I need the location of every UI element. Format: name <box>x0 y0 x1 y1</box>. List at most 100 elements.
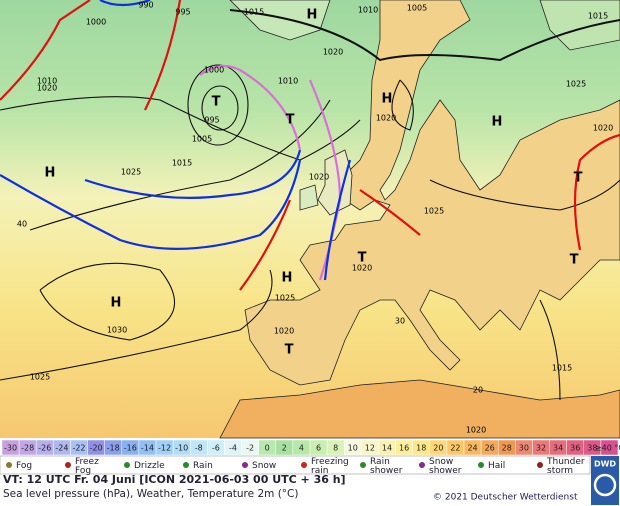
scale-label: -16 <box>124 444 137 453</box>
valid-time: VT: 12 UTC Fr. 04 Juni [ICON 2021-06-03 … <box>3 473 346 486</box>
pressure-center: H <box>307 8 318 23</box>
scale-label: 34 <box>553 444 563 453</box>
isobar-label: 20 <box>473 386 483 395</box>
isobar-label: 995 <box>175 8 190 17</box>
legend-label: Drizzle <box>134 461 165 471</box>
scale-label: 4 <box>299 444 304 453</box>
scale-label: -6 <box>212 444 220 453</box>
isobar-label: 995 <box>204 116 219 125</box>
scale-label: 22 <box>450 444 460 453</box>
scale-label: 26 <box>485 444 495 453</box>
isobar-label: 1025 <box>30 373 50 382</box>
copyright: © 2021 Deutscher Wetterdienst <box>433 493 578 503</box>
legend-bg <box>0 455 591 475</box>
isobar-label: 1030 <box>107 326 127 335</box>
legend-symbol <box>183 462 189 468</box>
legend-symbol <box>537 462 543 468</box>
pressure-center: T <box>574 171 583 186</box>
scale-label: -8 <box>195 444 203 453</box>
isobar-label: 1025 <box>275 294 295 303</box>
isobar-label: 1020 <box>376 114 396 123</box>
isobar-label: 990 <box>138 1 153 10</box>
scale-label: 2 <box>282 444 287 453</box>
isobar-label: 1000 <box>86 18 106 27</box>
legend-symbol <box>65 462 71 468</box>
isobar-label: 1005 <box>407 4 427 13</box>
scale-label: -20 <box>90 444 103 453</box>
isobar-label: 1020 <box>323 48 343 57</box>
isobar-label: 1020 <box>309 173 329 182</box>
isobar-label: 1015 <box>552 364 572 373</box>
scale-label: 8 <box>333 444 338 453</box>
isobar-label: 1015 <box>588 12 608 21</box>
isobar-label: 1020 <box>466 426 486 435</box>
isobars <box>0 9 620 401</box>
isobar-label: 1005 <box>192 135 212 144</box>
isobar-label: 1025 <box>121 168 141 177</box>
scale-label: 30 <box>519 444 529 453</box>
scale-label: ≥40 °C <box>595 444 620 453</box>
pressure-center: H <box>45 166 56 181</box>
isobar-label: 30 <box>395 317 405 326</box>
scale-label: 10 <box>348 444 358 453</box>
pressure-center: T <box>286 113 295 128</box>
scale-label: -4 <box>229 444 237 453</box>
description: Sea level pressure (hPa), Weather, Tempe… <box>3 488 298 500</box>
legend-symbol <box>124 462 130 468</box>
scale-label: 38 <box>587 444 597 453</box>
pressure-center: T <box>358 251 367 266</box>
legend-symbol <box>242 462 248 468</box>
isobar-label: 1020 <box>593 124 613 133</box>
legend-label: Rain <box>193 461 213 471</box>
isobar-label: 1010 <box>37 77 57 86</box>
isobar-label: 1010 <box>278 77 298 86</box>
scale-label: -24 <box>55 444 68 453</box>
scale-label: -2 <box>246 444 254 453</box>
scale-label: 14 <box>382 444 392 453</box>
scale-label: -28 <box>21 444 34 453</box>
pressure-center: H <box>111 296 122 311</box>
pressure-center: T <box>285 343 294 358</box>
pressure-center: T <box>570 253 579 268</box>
isobar-label: 1025 <box>566 80 586 89</box>
scale-label: 18 <box>416 444 426 453</box>
legend-symbol <box>6 462 12 468</box>
logo-swirl <box>593 473 617 497</box>
land <box>219 0 620 439</box>
legend-label: Thunder storm <box>546 457 585 476</box>
legend-label: Rain shower <box>370 457 403 476</box>
scale-label: 28 <box>502 444 512 453</box>
pressure-center: H <box>382 92 393 107</box>
legend-symbol <box>478 462 484 468</box>
isobar-label: 1020 <box>352 264 372 273</box>
fronts <box>0 0 620 291</box>
color-scale: -30 -28 -26 -24 -22 -20 -18 -16 -14 -12 -10 -8 -6 -4-… <box>1 439 620 456</box>
legend-label: Hail <box>488 461 505 471</box>
legend-label: Snow shower <box>429 457 462 476</box>
scale-label: -10 <box>175 444 188 453</box>
pressure-center: H <box>492 115 503 130</box>
scale-label: 24 <box>467 444 477 453</box>
isobar-label: 40 <box>17 220 27 229</box>
isobar-label: 1015 <box>172 159 192 168</box>
legend-symbol <box>301 462 307 468</box>
scale-label: 0 <box>265 444 270 453</box>
scale-label: 32 <box>536 444 546 453</box>
legend-label: Freez Fog <box>75 457 99 476</box>
scale-label: -18 <box>107 444 120 453</box>
isobar-label: 1000 <box>204 66 224 75</box>
legend-symbol <box>419 462 425 468</box>
scale-label: 6 <box>316 444 321 453</box>
scale-label: -26 <box>38 444 51 453</box>
pressure-center: T <box>212 95 221 110</box>
scale-label: -30 <box>4 444 17 453</box>
isobar-label: 1015 <box>244 8 264 17</box>
scale-label: -14 <box>141 444 154 453</box>
isobar-label: 1020 <box>37 84 57 93</box>
scale-label: -22 <box>72 444 85 453</box>
isobar-label: 1010 <box>358 6 378 15</box>
legend-label: Snow <box>252 461 276 471</box>
